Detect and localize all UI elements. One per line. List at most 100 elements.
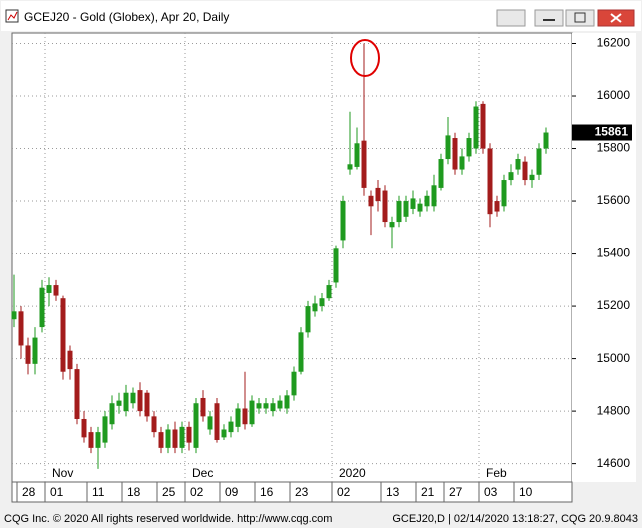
y-tick-label: 16200 [597,36,631,50]
y-tick-label: 14800 [597,403,631,417]
month-label: 2020 [339,466,366,480]
candle-body [375,187,381,202]
candle-body [459,156,465,170]
candle-body [291,371,297,396]
candle-body [158,432,164,448]
candle-body [501,180,507,207]
candle-body [410,198,416,209]
candle-body [46,285,52,293]
y-tick-label: 15200 [597,298,631,312]
price-axis [572,33,636,482]
candle-body [60,298,66,372]
x-tick-label: 11 [92,485,105,499]
candle-body [207,416,213,430]
candle-body [347,164,353,170]
candle-body [74,369,80,419]
link-button[interactable] [496,9,526,27]
candle-body [382,190,388,223]
candle-body [340,201,346,241]
candle-body [88,432,94,448]
candle-body [67,350,73,370]
candle-body [214,403,220,440]
candle-body [361,140,367,188]
candle-body [473,106,479,149]
candle-body [151,416,157,433]
footer-left: CQG Inc. © 2020 All rights reserved worl… [4,513,332,525]
candle-body [123,392,129,412]
candle-body [53,285,59,296]
candle-body [284,395,290,409]
candle-body [508,172,514,181]
x-tick-label: 21 [421,485,435,499]
y-tick-label: 16000 [597,88,631,102]
candle-body [466,138,472,157]
candle-body [172,429,178,448]
candle-body [109,403,115,425]
candle-body [354,143,360,167]
y-tick-label: 14600 [597,456,631,470]
candle-body [270,403,276,412]
candle-body [18,311,24,346]
x-tick-label: 23 [295,485,309,499]
last-price-box [572,124,632,141]
candle-body [186,426,192,443]
minimize-button[interactable] [534,9,564,27]
y-tick-label: 15400 [597,246,631,260]
candle-body [81,418,87,438]
candle-body [438,159,444,188]
candle-body [536,148,542,175]
candle-body [235,408,241,427]
candle-body [389,222,395,228]
candle-body [515,159,521,170]
candle-body [529,174,535,181]
candle-body [130,392,136,404]
title-bar [1,1,641,31]
candle-body [116,400,122,406]
candle-body [11,311,17,320]
candle-body [494,201,500,212]
candle-body [319,298,325,307]
candle-body [480,103,486,149]
candle-body [396,201,402,223]
x-tick-label: 25 [162,485,176,499]
window-icon [5,9,19,23]
candle-body [452,138,458,170]
plot-area [11,32,573,483]
candle-body [137,390,143,412]
month-label: Nov [52,466,73,480]
candle-body [221,429,227,438]
maximize-icon [574,12,586,23]
x-tick-label: 03 [484,485,498,499]
candle-body [431,185,437,207]
candle-body [403,201,409,217]
x-tick-label: 01 [50,485,64,499]
candle-body [312,303,318,312]
candle-body [95,432,101,448]
footer-right: GCEJ20,D | 02/14/2020 13:18:27, CQG 20.9… [392,513,638,525]
maximize-button[interactable] [565,9,595,27]
highlight-ellipse [350,39,380,77]
x-tick-label: 27 [449,485,463,499]
candle-body [193,403,199,448]
candle-body [144,392,150,417]
candle-body [522,161,528,181]
close-icon [610,13,622,23]
window-icon-line [7,11,18,21]
date-axis [11,481,573,503]
month-label: Dec [192,466,213,480]
candle-body [277,400,283,409]
x-tick-label: 02 [190,485,204,499]
candle-body [333,248,339,283]
candle-body [32,337,38,364]
y-tick-label: 15600 [597,193,631,207]
x-tick-label: 28 [22,485,36,499]
candle-body [487,148,493,215]
chart-layer: 14600 14800 15000 15200 15400 15600 15800 16000… [11,33,632,502]
candle-body [200,397,206,417]
candle-body [543,132,549,149]
candle-body [249,400,255,425]
candle-body [228,421,234,433]
candle-body [326,285,332,299]
y-tick-label: 15800 [597,141,631,155]
